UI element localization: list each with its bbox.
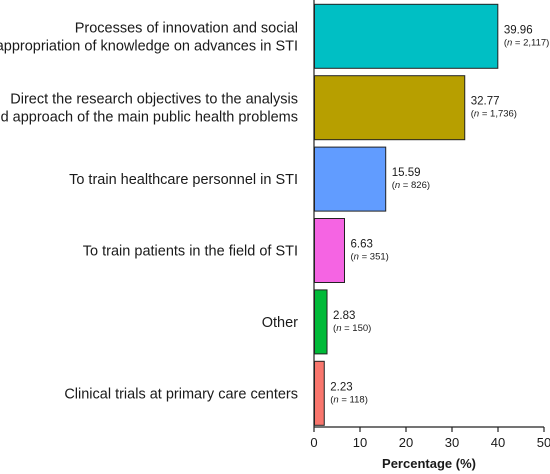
x-tick-label: 0 [310,435,317,450]
x-tick-label: 30 [445,435,459,450]
category-label-line: Processes of innovation and social [75,20,298,36]
labels-layer: Processes of innovation and social approp… [0,20,549,405]
category-label: Other [262,315,298,331]
count-label: (n = 351) [350,252,388,263]
count-label: (n = 1,736) [471,109,517,120]
x-axis-ticks: 0 10 20 30 40 50 [310,427,550,450]
bar [314,360,325,426]
category-label: Processes of innovation and social approp… [0,20,298,54]
count-label: (n = 826) [392,180,430,191]
data-label: 2.83 [333,310,355,322]
data-label: 39.96 [504,24,533,36]
category-label-line: To train patients in the field of STI [83,244,298,260]
category-label: Clinical trials at primary care centers [64,386,298,402]
bars-layer [314,3,499,426]
data-label: 32.77 [471,96,500,108]
count-label: (n = 118) [330,394,368,405]
category-label: To train healthcare personnel in STI [69,172,298,188]
category-label-line: Direct the research objectives to the an… [10,92,298,108]
category-label-line: Other [262,315,298,331]
category-label: Direct the research objectives to the an… [0,92,298,126]
bar [314,3,499,69]
data-label: 15.59 [392,167,421,179]
data-label: 2.23 [330,381,352,393]
data-label: 6.63 [350,239,372,251]
category-label-line: and approach of the main public health p… [0,110,298,126]
bar [314,146,387,212]
x-tick-label: 10 [353,435,367,450]
category-label: To train patients in the field of STI [83,244,298,260]
bar [314,218,345,283]
count-label: (n = 150) [333,323,371,334]
x-tick-label: 20 [399,435,413,450]
count-label: (n = 2,117) [504,37,550,48]
x-tick-label: 40 [491,435,505,450]
category-label-line: Clinical trials at primary care centers [64,386,298,402]
category-label-line: appropriation of knowledge on advances i… [0,38,298,54]
category-label-line: To train healthcare personnel in STI [69,172,298,188]
bar [314,289,328,355]
bar [314,75,466,141]
x-tick-label: 50 [537,435,550,450]
x-axis-title: Percentage (%) [382,456,476,471]
